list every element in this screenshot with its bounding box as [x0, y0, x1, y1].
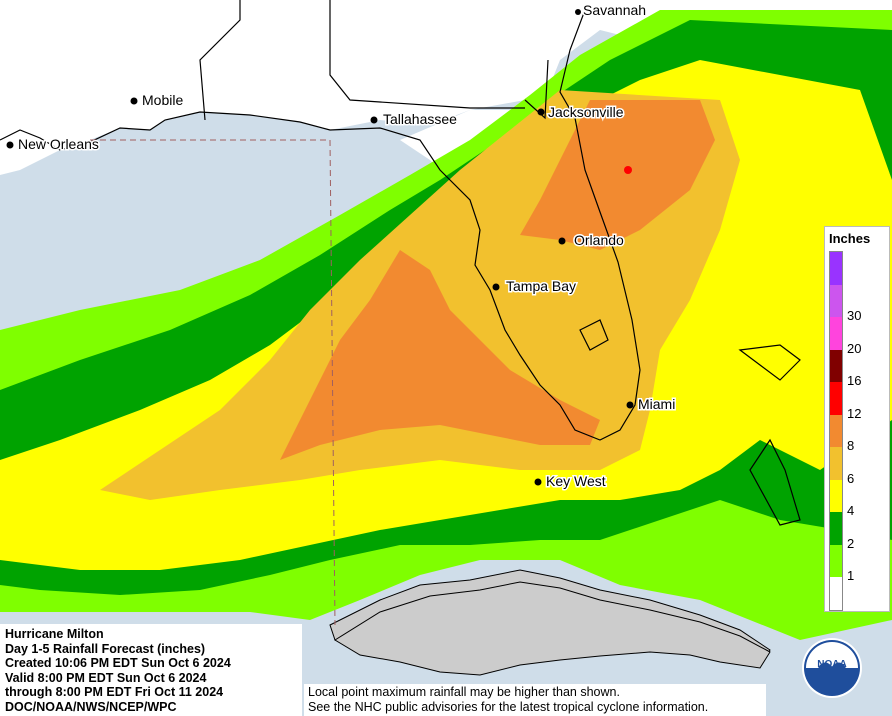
- noaa-seagull-logo-icon: NOAA: [802, 638, 862, 698]
- logo-text: NOAA: [817, 659, 846, 670]
- city-label-tampa-bay: Tampa Bay: [506, 278, 576, 294]
- city-label-mobile: Mobile: [142, 92, 183, 108]
- city-dot-tampa-bay: [492, 283, 500, 291]
- legend-swatch: [830, 252, 842, 285]
- legend-swatch: [830, 414, 842, 448]
- forecast-info-box: Hurricane Milton Day 1-5 Rainfall Foreca…: [0, 624, 302, 716]
- legend-swatch: [830, 577, 842, 610]
- rain-band-8in-west: [280, 250, 600, 460]
- city-dot-tallahassee: [370, 116, 378, 124]
- city-label-orlando: Orlando: [574, 232, 624, 248]
- rainfall-legend: Inches 30 20 16 12 8 6 4 2 1: [824, 226, 890, 612]
- legend-color-ramp: [829, 251, 843, 611]
- city-dot-key-west: [534, 478, 542, 486]
- legend-swatch: [830, 479, 842, 513]
- city-dot-miami: [626, 401, 634, 409]
- legend-swatch: [830, 447, 842, 480]
- legend-label: 2: [847, 535, 855, 551]
- disclaimer-line-1: Local point maximum rainfall may be high…: [308, 685, 620, 699]
- valid-start: Valid 8:00 PM EDT Sun Oct 6 2024: [5, 670, 207, 685]
- disclaimer-line-2: See the NHC public advisories for the la…: [308, 700, 709, 714]
- rain-band-8in: [520, 100, 715, 250]
- legend-label: 20: [847, 340, 862, 356]
- legend-swatch: [830, 349, 842, 383]
- city-label-key-west: Key West: [546, 473, 606, 489]
- created-time: Created 10:06 PM EDT Sun Oct 6 2024: [5, 656, 231, 670]
- coastlines: [0, 0, 801, 526]
- city-label-savannah: Savannah: [583, 2, 646, 18]
- legend-label: 16: [847, 373, 862, 389]
- city-label-jacksonville: Jacksonville: [548, 104, 624, 120]
- city-dot-jacksonville: [537, 108, 545, 116]
- legend-swatch: [830, 544, 842, 578]
- maritime-boundary: [90, 139, 336, 626]
- legend-label: 1: [847, 568, 855, 584]
- city-dot-savannah: [575, 9, 581, 15]
- city-dot-mobile: [130, 97, 138, 105]
- legend-swatch: [830, 382, 842, 415]
- cuba-outline: [334, 581, 771, 676]
- city-markers: [6, 9, 634, 486]
- legend-label: 8: [847, 438, 855, 454]
- rain-max-12in: [624, 166, 632, 174]
- city-dot-new-orleans: [6, 141, 14, 149]
- legend-swatch: [830, 284, 842, 318]
- legend-label: 6: [847, 470, 855, 486]
- city-label-new-orleans: New Orleans: [18, 136, 99, 152]
- legend-swatch: [830, 512, 842, 545]
- storm-name: Hurricane Milton: [5, 627, 104, 641]
- legend-title: Inches: [829, 231, 871, 246]
- forecast-title: Day 1-5 Rainfall Forecast (inches): [5, 641, 206, 656]
- city-label-miami: Miami: [638, 396, 675, 412]
- legend-label: 4: [847, 503, 855, 519]
- issuing-agency: DOC/NOAA/NWS/NCEP/WPC: [5, 699, 177, 714]
- city-label-tallahassee: Tallahassee: [383, 111, 457, 127]
- legend-swatch: [830, 317, 842, 350]
- valid-end: through 8:00 PM EDT Fri Oct 11 2024: [5, 685, 224, 699]
- city-dot-orlando: [558, 237, 566, 245]
- legend-label: 12: [847, 405, 862, 421]
- legend-label: 30: [847, 308, 862, 324]
- disclaimer-box: Local point maximum rainfall may be high…: [304, 684, 766, 716]
